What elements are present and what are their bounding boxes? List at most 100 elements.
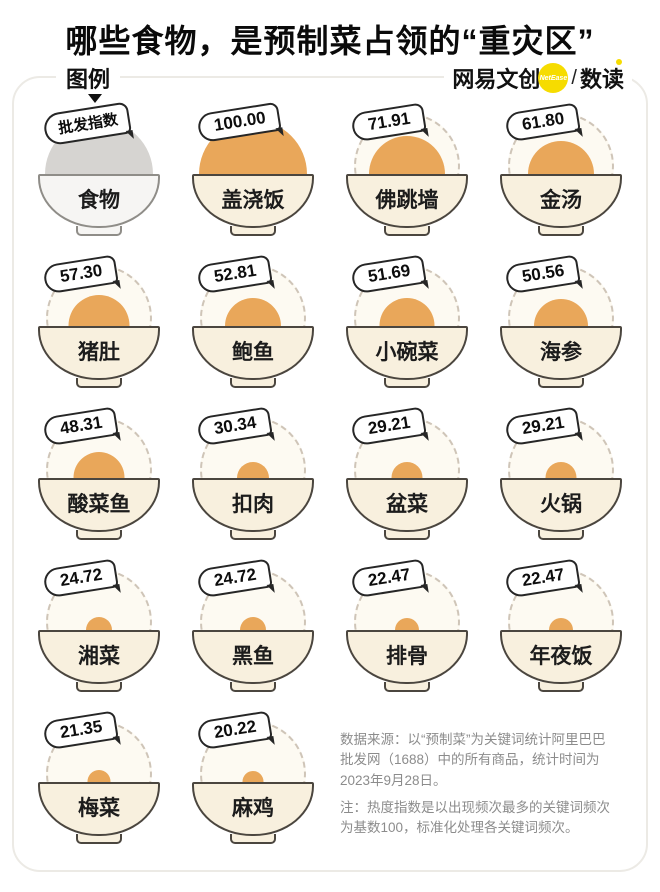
food-name-label: 麻鸡 <box>232 797 274 820</box>
bowl-cell: 猪肚 57.30 <box>22 254 176 412</box>
bowl-foot <box>230 530 276 540</box>
bowl-body: 盖浇饭 <box>192 174 314 228</box>
bowl-cell: 排骨 22.47 <box>330 558 484 716</box>
food-name-label: 扣肉 <box>232 493 274 516</box>
bowl-body: 火锅 <box>500 478 622 532</box>
food-bowl: 年夜饭 22.47 <box>498 558 624 704</box>
food-bowl: 酸菜鱼 48.31 <box>36 406 162 552</box>
netease-badge-icon: NetEase <box>538 63 569 93</box>
bowl-foot <box>538 682 584 692</box>
brand-separator: / <box>571 66 577 89</box>
bowl-cell: 佛跳墙 71.91 <box>330 102 484 260</box>
bowl-cell: 盖浇饭 100.00 <box>176 101 330 260</box>
bowl-body: 小碗菜 <box>346 326 468 380</box>
food-bowl: 梅菜 21.35 <box>36 710 162 856</box>
bowl-cell: 鲍鱼 52.81 <box>176 254 330 412</box>
value-dome <box>86 617 112 630</box>
bowl-foot <box>76 378 122 388</box>
bowl-foot <box>230 682 276 692</box>
brand-name-right-text: 数读 <box>579 67 624 92</box>
food-name-label: 火锅 <box>540 493 582 516</box>
food-name-label: 佛跳墙 <box>375 189 439 212</box>
bowl-body: 扣肉 <box>192 478 314 532</box>
value-dome <box>391 462 423 478</box>
food-name-label: 盆菜 <box>386 493 428 516</box>
legend-bowl-body: 食物 <box>38 174 160 228</box>
food-bowl: 排骨 22.47 <box>344 558 470 704</box>
food-name-label: 酸菜鱼 <box>67 493 131 516</box>
brand-logo: 网易文创 NetEase / 数读 <box>444 59 632 96</box>
legend-label: 图例 <box>56 62 121 94</box>
bowl-body: 猪肚 <box>38 326 160 380</box>
bowls-grid: 食物 批发指数 盖浇饭 100.00 佛跳墙 71.91 <box>14 78 646 868</box>
food-bowl: 猪肚 57.30 <box>36 254 162 400</box>
method-note: 注：热度指数是以出现频次最多的关键词频次为基数100，标准化处理各关键词频次。 <box>340 799 610 835</box>
value-dome <box>237 462 269 478</box>
food-bowl: 盖浇饭 100.00 <box>190 101 316 248</box>
bowl-cell: 酸菜鱼 48.31 <box>22 406 176 564</box>
bowl-foot <box>384 682 430 692</box>
bowl-body: 麻鸡 <box>192 782 314 836</box>
bowl-cell: 火锅 29.21 <box>484 406 638 564</box>
bowl-cell: 湘菜 24.72 <box>22 558 176 716</box>
brand-name-left: 网易文创 <box>452 67 541 92</box>
bowl-body: 梅菜 <box>38 782 160 836</box>
bowl-foot <box>384 530 430 540</box>
legend-bowl-label: 食物 <box>78 189 120 212</box>
bowl-foot <box>538 378 584 388</box>
bowl-body: 年夜饭 <box>500 630 622 684</box>
food-bowl: 盆菜 29.21 <box>344 406 470 552</box>
food-name-label: 小碗菜 <box>375 341 439 364</box>
data-source-note: 数据来源：以“预制菜”为关键词统计阿里巴巴批发网（1688）中的所有商品，统计时… <box>340 732 606 788</box>
food-bowl: 黑鱼 24.72 <box>190 558 316 704</box>
value-dome <box>240 617 266 630</box>
food-name-label: 年夜饭 <box>529 645 593 668</box>
food-bowl: 金汤 61.80 <box>498 102 624 248</box>
bowl-body: 鲍鱼 <box>192 326 314 380</box>
bowl-foot <box>230 834 276 844</box>
food-bowl: 小碗菜 51.69 <box>344 254 470 400</box>
food-bowl: 火锅 29.21 <box>498 406 624 552</box>
food-bowl: 鲍鱼 52.81 <box>190 254 316 400</box>
bowl-foot <box>230 378 276 388</box>
bowl-body: 黑鱼 <box>192 630 314 684</box>
bowl-body: 湘菜 <box>38 630 160 684</box>
legend-bowl-foot <box>76 226 122 236</box>
legend-arrow-down-icon <box>88 94 102 103</box>
bowl-foot <box>384 226 430 236</box>
bowl-foot <box>76 834 122 844</box>
brand-name-right: 数读 <box>579 59 624 94</box>
bowl-foot <box>76 682 122 692</box>
footnotes: 数据来源：以“预制菜”为关键词统计阿里巴巴批发网（1688）中的所有商品，统计时… <box>330 716 638 868</box>
legend-bowl: 食物 批发指数 <box>36 101 162 248</box>
bowl-foot <box>538 530 584 540</box>
food-bowl: 佛跳墙 71.91 <box>344 102 470 248</box>
bowl-cell: 海参 50.56 <box>484 254 638 412</box>
value-dome <box>242 771 264 782</box>
bowl-cell: 黑鱼 24.72 <box>176 558 330 716</box>
value-dome <box>87 770 111 782</box>
bowl-cell: 麻鸡 20.22 <box>176 710 330 868</box>
bowl-body: 海参 <box>500 326 622 380</box>
food-name-label: 猪肚 <box>78 341 120 364</box>
page-title: 哪些食物，是预制菜占领的“重灾区” <box>65 23 595 59</box>
bowl-body: 盆菜 <box>346 478 468 532</box>
bowl-foot <box>538 226 584 236</box>
bowl-cell: 扣肉 30.34 <box>176 406 330 564</box>
bowl-foot <box>76 530 122 540</box>
food-name-label: 盖浇饭 <box>221 189 285 212</box>
food-bowl: 扣肉 30.34 <box>190 406 316 552</box>
value-dome <box>549 618 573 630</box>
food-bowl: 湘菜 24.72 <box>36 558 162 704</box>
food-bowl: 海参 50.56 <box>498 254 624 400</box>
food-name-label: 黑鱼 <box>232 645 274 668</box>
food-name-label: 梅菜 <box>78 797 120 820</box>
bowl-cell: 盆菜 29.21 <box>330 406 484 564</box>
value-dome <box>395 618 419 630</box>
bowl-cell: 金汤 61.80 <box>484 102 638 260</box>
bowl-cell: 小碗菜 51.69 <box>330 254 484 412</box>
bowl-foot <box>384 378 430 388</box>
legend-cell: 食物 批发指数 <box>22 101 176 260</box>
bowl-cell: 梅菜 21.35 <box>22 710 176 868</box>
bowl-body: 佛跳墙 <box>346 174 468 228</box>
